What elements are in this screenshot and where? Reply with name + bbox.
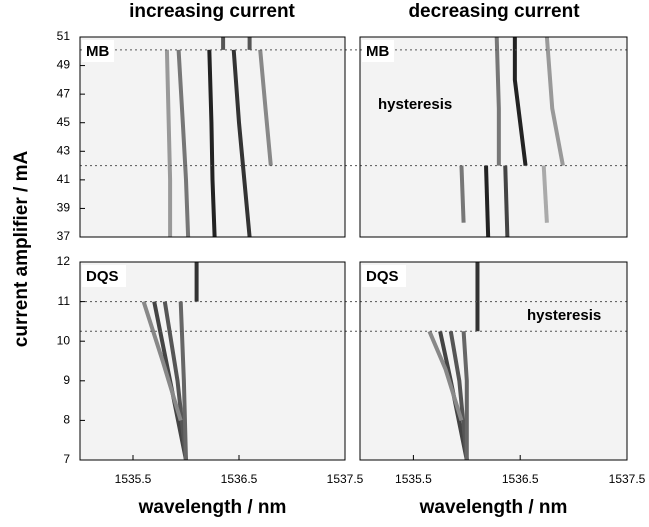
y-axis-label: current amplifier / mA [11, 151, 32, 348]
plot-area [360, 262, 627, 460]
spectral-trace [231, 49, 252, 238]
y-tick-label: 11 [58, 294, 71, 308]
x-tick-label: 1535.5 [115, 472, 152, 486]
y-tick-label: 37 [57, 229, 71, 243]
y-tick-label: 10 [57, 333, 71, 347]
frame [359, 261, 628, 461]
spectral-trace [207, 49, 217, 238]
y-tick-label: 7 [63, 452, 70, 466]
label-box [362, 40, 394, 62]
column-title: decreasing current [408, 1, 580, 22]
spectral-trace [162, 301, 188, 461]
spectral-trace [448, 330, 469, 461]
x-tick-label: 1536.5 [502, 472, 539, 486]
y-tick-label: 45 [57, 115, 71, 129]
spectral-trace [544, 36, 565, 166]
panel-label: DQS [366, 268, 399, 285]
spectral-trace [494, 36, 501, 166]
spectral-trace [178, 301, 188, 461]
panel-label: DQS [86, 268, 119, 285]
y-tick-label: 12 [57, 254, 71, 268]
label-box [362, 265, 406, 287]
x-tick-label: 1536.5 [221, 472, 258, 486]
x-axis-label: wavelength / nm [138, 497, 287, 518]
panel-label: MB [366, 43, 389, 60]
spectral-trace [541, 165, 549, 223]
frame [79, 36, 346, 238]
label-box [82, 265, 126, 287]
y-tick-label: 47 [57, 86, 71, 100]
y-tick-label: 9 [63, 373, 70, 387]
x-tick-label: 1537.5 [327, 472, 364, 486]
frame [359, 36, 628, 238]
spectral-trace [176, 49, 191, 238]
spectral-trace [459, 165, 466, 223]
y-tick-label: 49 [57, 58, 71, 72]
y-tick-label: 8 [63, 413, 70, 427]
plot-area [360, 37, 627, 237]
x-tick-label: 1535.5 [395, 472, 432, 486]
frame [79, 261, 346, 461]
x-axis-label: wavelength / nm [419, 497, 568, 518]
spectral-trace [427, 330, 464, 421]
spectral-trace [503, 165, 510, 238]
x-tick-label: 1537.5 [609, 472, 646, 486]
y-tick-label: 39 [57, 201, 71, 215]
y-tick-label: 43 [57, 143, 71, 157]
spectral-trace [141, 300, 183, 421]
y-tick-label: 41 [57, 172, 71, 186]
plot-area [80, 262, 345, 460]
column-title: increasing current [129, 1, 295, 22]
spectral-trace [512, 37, 528, 166]
spectral-trace [258, 49, 273, 166]
annotation: hysteresis [378, 96, 452, 113]
label-box [82, 40, 114, 62]
annotation: hysteresis [527, 307, 601, 324]
spectral-trace [461, 331, 469, 460]
panel-label: MB [86, 43, 109, 60]
spectral-trace [164, 49, 173, 237]
y-tick-label: 51 [57, 29, 71, 43]
spectral-trace [484, 165, 491, 238]
